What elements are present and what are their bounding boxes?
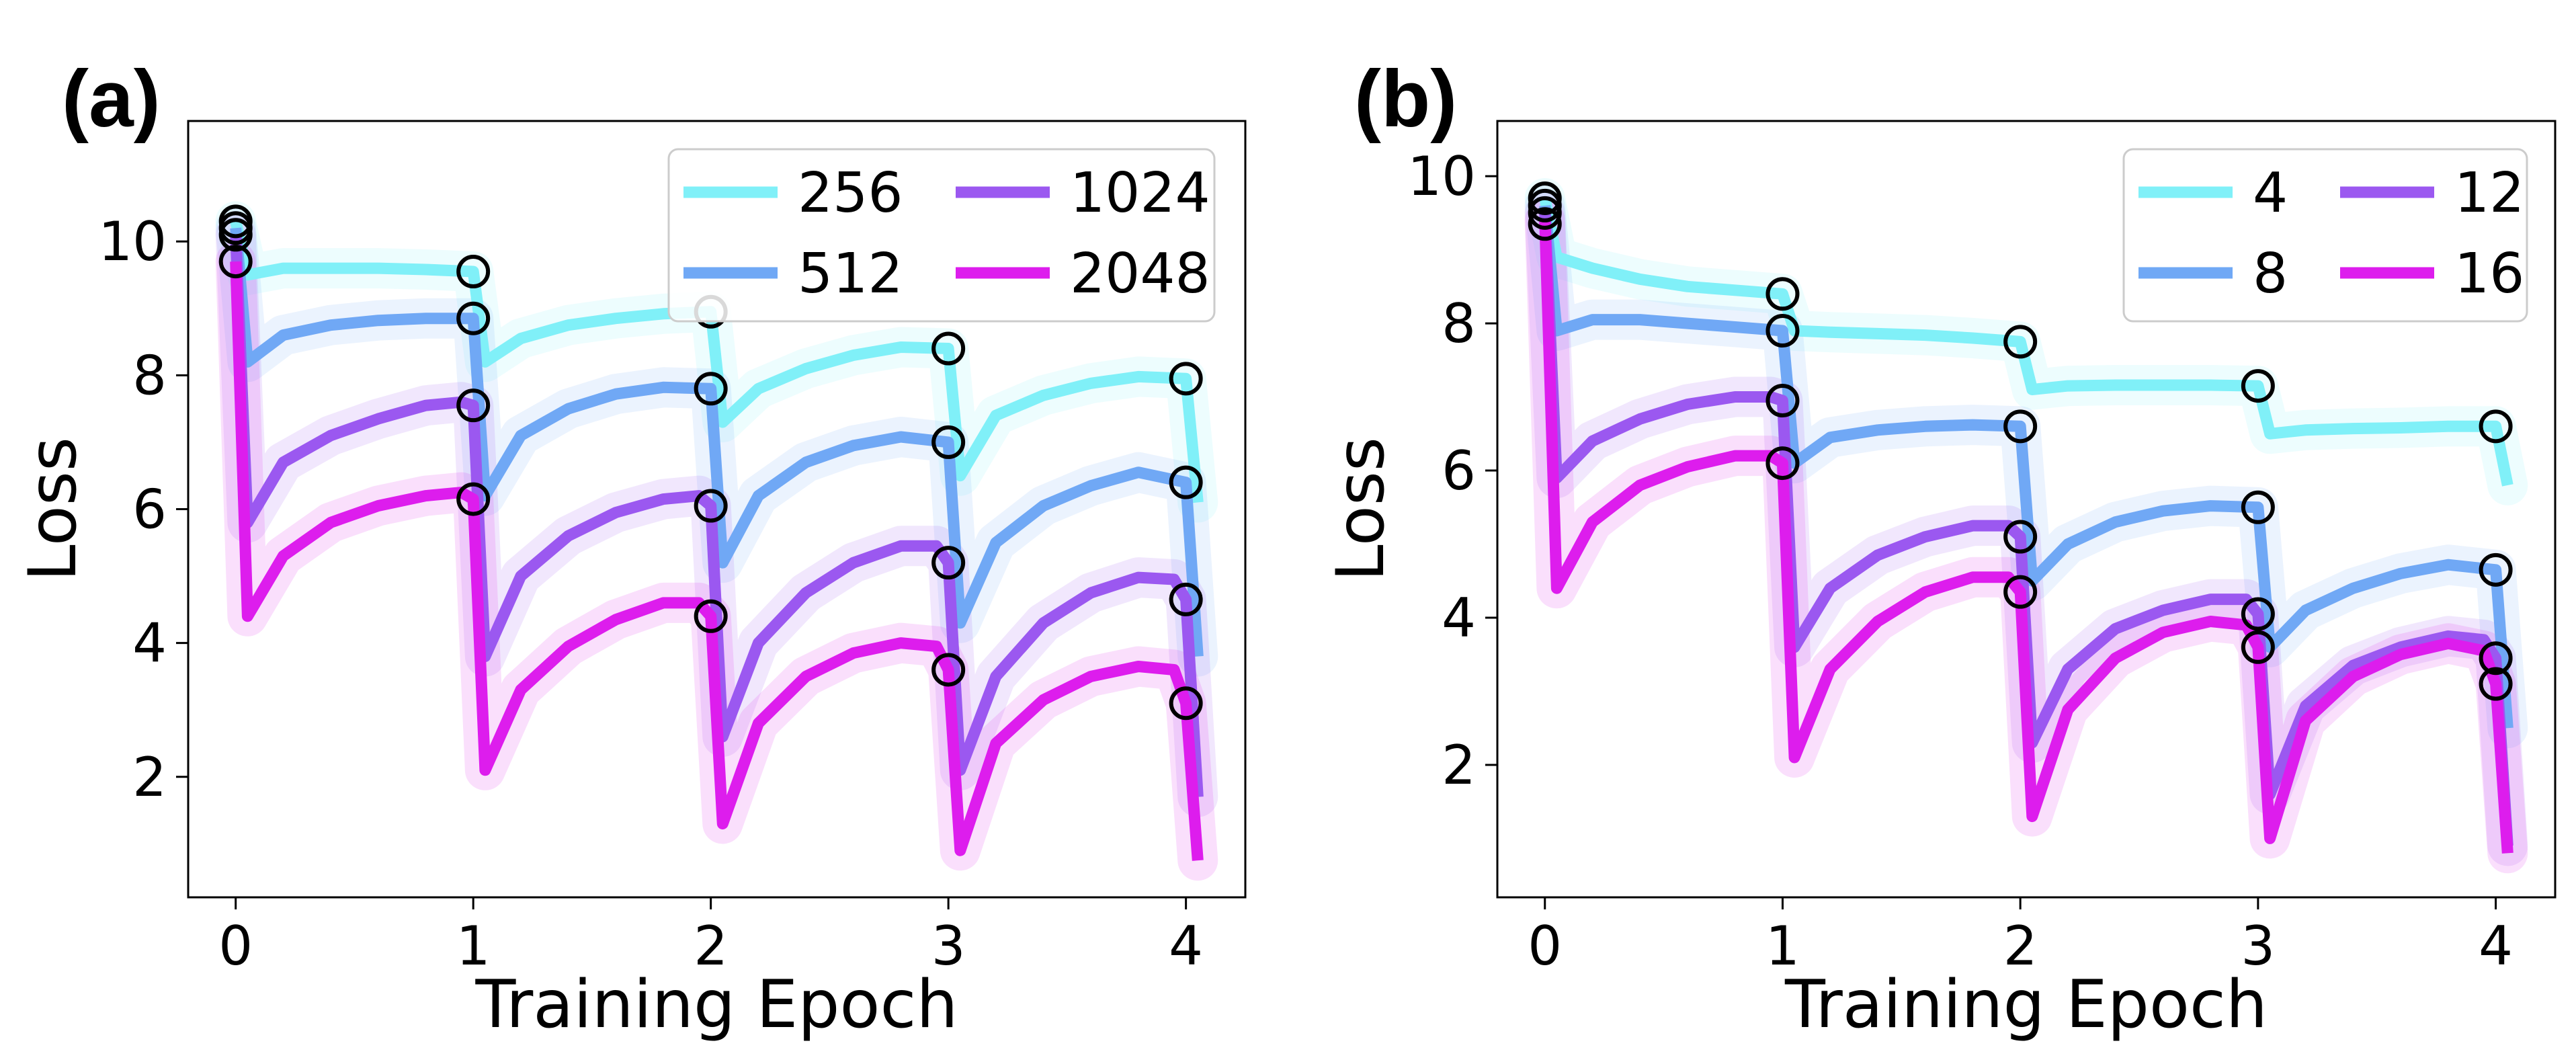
y-tick-label: 10 [1407, 145, 1476, 208]
y-tick-label: 6 [132, 479, 167, 541]
epoch-marker [931, 653, 966, 687]
epoch-marker [2479, 641, 2513, 676]
y-tick-label: 10 [98, 210, 167, 273]
x-tick-label: 0 [218, 915, 253, 977]
panel-a: (a) 0 1 2 3 4 2 4 6 8 10 Training Epoch Loss 256 512 10… [15, 54, 1247, 1043]
x-tick-label: 1 [456, 915, 491, 977]
series-line-16 [1539, 220, 2513, 854]
epoch-marker [1169, 686, 1203, 721]
epoch-marker [931, 425, 966, 459]
epoch-marker [931, 546, 966, 580]
epoch-marker [1765, 446, 1800, 481]
x-tick-label: 4 [2479, 915, 2513, 977]
epoch-marker [2479, 553, 2513, 587]
y-axis-label: Loss [15, 437, 91, 581]
series-line-512 [230, 227, 1204, 657]
panel-label: (b) [1354, 54, 1457, 144]
x-tick-label: 0 [1528, 915, 1562, 977]
legend-label: 2048 [1070, 242, 1210, 306]
epoch-marker [2241, 597, 2275, 631]
y-tick-label: 4 [132, 612, 167, 675]
y-tick-label: 4 [1442, 587, 1476, 649]
epoch-marker [1169, 362, 1203, 396]
y-axis-label: Loss [1323, 437, 1399, 581]
epoch-marker [2003, 409, 2038, 444]
y-tick-label: 6 [1442, 440, 1476, 502]
epoch-marker [1169, 582, 1203, 616]
epoch-marker [2241, 490, 2275, 524]
epoch-marker [1765, 384, 1800, 418]
epoch-marker [2003, 325, 2038, 359]
epoch-marker [694, 599, 728, 633]
epoch-marker [2003, 520, 2038, 554]
epoch-marker [2241, 630, 2275, 664]
epoch-marker [2241, 369, 2275, 403]
epoch-marker [1169, 465, 1203, 499]
epoch-marker [694, 372, 728, 406]
plot-frame [1496, 120, 2557, 899]
epoch-marker [218, 218, 253, 252]
series-line-4 [1539, 197, 2513, 487]
x-tick-label: 3 [2241, 915, 2275, 977]
epoch-marker [1765, 277, 1800, 311]
epoch-marker [2479, 667, 2513, 701]
x-tick-label: 1 [1765, 915, 1800, 977]
legend-label: 16 [2454, 242, 2524, 306]
epoch-marker [1765, 314, 1800, 348]
y-tick-label: 2 [1442, 734, 1476, 796]
epoch-marker [2479, 409, 2513, 444]
legend-label: 512 [798, 242, 903, 306]
legend-label: 12 [2454, 161, 2524, 225]
epoch-marker [931, 331, 966, 366]
legend-label: 1024 [1070, 161, 1210, 225]
legend-label: 4 [2253, 161, 2288, 225]
x-tick-label: 2 [694, 915, 728, 977]
epoch-marker [2003, 575, 2038, 609]
series-line-256 [230, 220, 1204, 503]
x-axis-label: Training Epoch [1784, 967, 2268, 1043]
x-axis-label: Training Epoch [475, 967, 958, 1043]
epoch-marker [694, 489, 728, 523]
epoch-marker [1528, 207, 1562, 241]
x-tick-label: 3 [931, 915, 966, 977]
epoch-marker [456, 301, 491, 335]
epoch-marker [1528, 196, 1562, 230]
epoch-marker [456, 388, 491, 423]
legend-box [667, 148, 1216, 323]
epoch-marker [218, 245, 253, 279]
y-tick-label: 8 [1442, 292, 1476, 355]
legend-label: 256 [798, 161, 903, 225]
y-tick-label: 8 [132, 344, 167, 407]
y-tick-label: 2 [132, 746, 167, 809]
epoch-marker [456, 255, 491, 289]
x-tick-label: 4 [1169, 915, 1203, 977]
series-line-2048 [230, 261, 1204, 861]
panel-label: (a) [62, 54, 161, 144]
epoch-marker [456, 482, 491, 516]
legend-label: 8 [2253, 242, 2288, 306]
x-tick-label: 2 [2003, 915, 2038, 977]
series-line-8 [1539, 205, 2513, 729]
